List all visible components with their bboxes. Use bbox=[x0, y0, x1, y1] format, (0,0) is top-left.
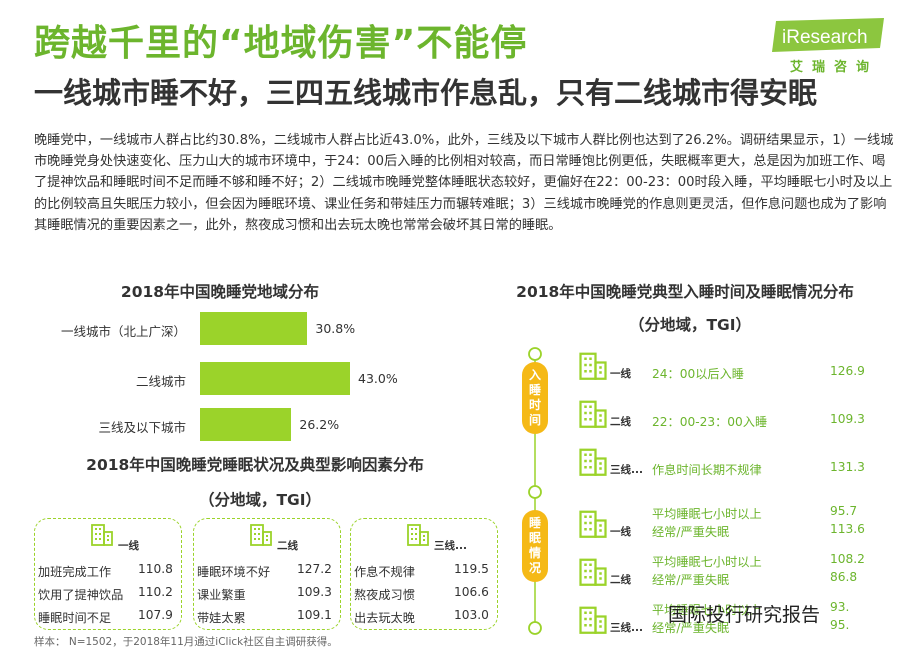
building-icon bbox=[579, 352, 607, 380]
sleep-item-value: 86.8 bbox=[830, 570, 858, 584]
sleep-item-label: 平均睡眠七小时以上 bbox=[652, 507, 762, 521]
bar-value-label: 43.0% bbox=[358, 371, 398, 386]
pill-char: 入 bbox=[528, 368, 541, 382]
section-pill: 睡眠情况 bbox=[522, 510, 548, 582]
pill-char: 情 bbox=[528, 546, 541, 560]
sample-footnote: 样本： N=1502，于2018年11月通过iClick社区自主调研获得。 bbox=[34, 636, 338, 648]
factor-label: 带娃太累 bbox=[197, 611, 246, 625]
sleep-item-label: 平均睡眠七小时以上 bbox=[652, 555, 762, 569]
table-chart-title: 2018年中国晚睡党睡眠状况及典型影响因素分布 bbox=[86, 456, 424, 474]
factor-label: 加班完成工作 bbox=[38, 565, 112, 579]
factor-value: 103.0 bbox=[454, 608, 489, 622]
bar bbox=[200, 408, 292, 441]
sleep-item-label: 经常/严重失眠 bbox=[652, 525, 730, 539]
sleep-chart-title: 2018年中国晚睡党典型入睡时间及睡眠情况分布 bbox=[516, 283, 854, 301]
factor-card bbox=[193, 518, 341, 630]
sleep-item-label: 22：00-23：00入睡 bbox=[652, 415, 768, 429]
factor-card bbox=[34, 518, 182, 630]
sleep-item-value: 93. bbox=[830, 600, 850, 614]
bar-category-label: 二线城市 bbox=[135, 374, 186, 389]
city-tag: 一线 bbox=[610, 368, 631, 380]
sleep-item-value: 109.3 bbox=[830, 412, 865, 426]
sleep-item-label: 经常/严重失眠 bbox=[652, 573, 730, 587]
factor-value: 119.5 bbox=[454, 562, 489, 576]
city-tag: 三线... bbox=[610, 622, 643, 634]
sleep-item-label: 经常/严重失眠 bbox=[652, 621, 730, 635]
building-icon bbox=[579, 448, 607, 476]
sleep-item-value: 131.3 bbox=[830, 460, 865, 474]
pill-char: 睡 bbox=[528, 383, 541, 397]
bar-value-label: 30.8% bbox=[315, 321, 356, 336]
factor-label: 饮用了提神饮品 bbox=[38, 588, 124, 602]
sleep-item-value: 126.9 bbox=[830, 364, 865, 378]
factor-label: 出去玩太晚 bbox=[354, 611, 415, 625]
page-subtitle: 一线城市睡不好，三四五线城市作息乱，只有二线城市得安眠 bbox=[34, 76, 818, 110]
bar-category-label: 三线及以下城市 bbox=[98, 420, 186, 435]
city-tag: 三线... bbox=[610, 464, 643, 476]
factor-value: 127.2 bbox=[297, 562, 332, 576]
summary-paragraph: 晚睡党中，一线城市人群占比约30.8%，二线城市人群占比近43.0%，此外，三线… bbox=[34, 133, 894, 233]
watermark-text: 国际投行研究报告 bbox=[668, 604, 821, 626]
city-tag: 二线 bbox=[610, 574, 631, 586]
pill-char: 况 bbox=[528, 561, 541, 575]
sleep-item-label: 24：00以后入睡 bbox=[652, 367, 744, 381]
factor-label: 睡眠环境不好 bbox=[197, 565, 271, 579]
sleep-item-value: 108.2 bbox=[830, 552, 865, 566]
factor-value: 107.9 bbox=[138, 608, 173, 622]
pill-char: 时 bbox=[528, 398, 541, 412]
factor-value: 110.8 bbox=[138, 562, 173, 576]
pill-char: 眠 bbox=[528, 531, 541, 545]
city-tag: 一线 bbox=[118, 540, 139, 552]
factor-value: 110.2 bbox=[138, 585, 173, 599]
building-icon bbox=[579, 400, 607, 428]
sleep-chart-subtitle: （分地域，TGI） bbox=[628, 316, 752, 334]
section-pill: 入睡时间 bbox=[522, 362, 548, 434]
factor-label: 作息不规律 bbox=[354, 565, 415, 579]
bar bbox=[200, 312, 308, 345]
bar-value-label: 26.2% bbox=[299, 417, 340, 432]
bar bbox=[200, 362, 350, 395]
sleep-item-label: 作息时间长期不规律 bbox=[652, 463, 762, 477]
pill-char: 间 bbox=[528, 413, 541, 427]
factor-card bbox=[350, 518, 498, 630]
sleep-item-value: 95.7 bbox=[830, 504, 858, 518]
bar-chart-title: 2018年中国晚睡党地域分布 bbox=[120, 283, 320, 301]
city-tag: 二线 bbox=[277, 540, 298, 552]
city-tag: 一线 bbox=[610, 526, 631, 538]
logo-subtitle: 艾瑞咨询 bbox=[790, 60, 879, 75]
factor-value: 109.3 bbox=[297, 585, 332, 599]
factor-label: 课业繁重 bbox=[197, 588, 246, 602]
building-icon bbox=[91, 524, 113, 546]
building-icon bbox=[579, 558, 607, 586]
pill-char: 睡 bbox=[528, 516, 541, 530]
bar-category-label: 一线城市（北上广深） bbox=[60, 324, 186, 339]
city-tag: 二线 bbox=[610, 416, 631, 428]
page-title: 跨越千里的“地域伤害”不能停 bbox=[34, 23, 528, 64]
factor-label: 睡眠时间不足 bbox=[38, 611, 112, 625]
building-icon bbox=[579, 510, 607, 538]
building-icon bbox=[250, 524, 272, 546]
table-chart-subtitle: （分地域，TGI） bbox=[198, 491, 322, 509]
building-icon bbox=[579, 606, 607, 634]
factor-label: 熬夜成习惯 bbox=[354, 588, 415, 602]
city-tag: 三线... bbox=[434, 540, 467, 552]
building-icon bbox=[407, 524, 429, 546]
sleep-item-label: 平均睡眠七小时以上 bbox=[652, 603, 762, 617]
iresearch-logo: iResearch bbox=[772, 18, 884, 52]
sleep-item-value: 113.6 bbox=[830, 522, 865, 536]
sleep-item-value: 95. bbox=[830, 618, 850, 632]
factor-value: 106.6 bbox=[454, 585, 489, 599]
factor-value: 109.1 bbox=[297, 608, 332, 622]
logo-brand: iResearch bbox=[782, 27, 868, 48]
